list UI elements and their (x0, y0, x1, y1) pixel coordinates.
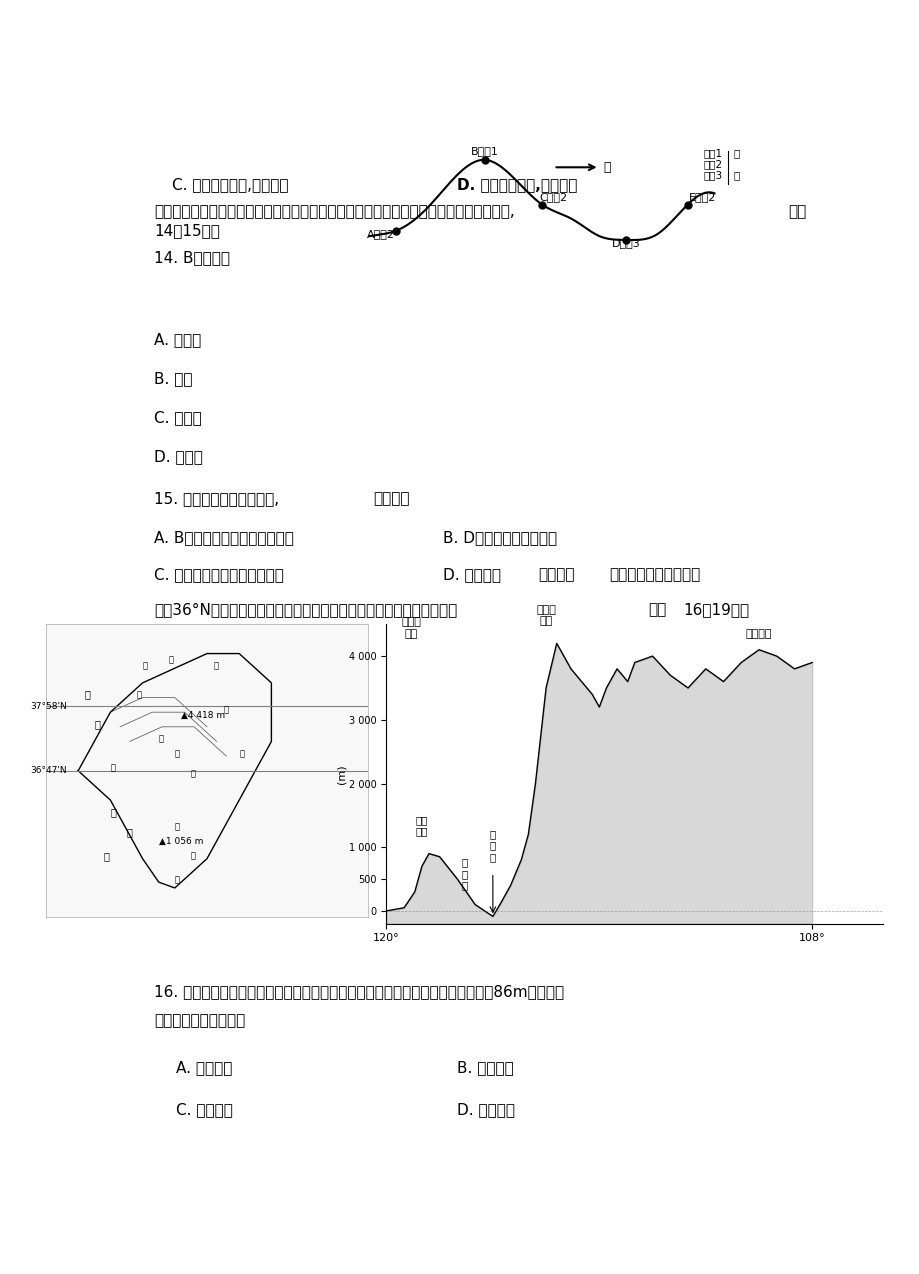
Text: 完成: 完成 (648, 603, 666, 618)
Text: 谷: 谷 (175, 749, 179, 758)
Text: 14～15题。: 14～15题。 (154, 223, 220, 238)
Text: 山: 山 (110, 764, 115, 773)
Text: 化石3: 化石3 (702, 171, 721, 181)
Text: 老: 老 (733, 171, 739, 181)
Text: A化石2: A化石2 (367, 229, 394, 240)
Text: 海岸
山脉: 海岸 山脉 (415, 815, 427, 837)
Text: 落基山脉: 落基山脉 (745, 629, 771, 640)
Text: C化石2: C化石2 (539, 192, 567, 201)
Text: 太: 太 (110, 806, 116, 817)
Text: 华: 华 (168, 655, 173, 664)
Text: 内华山
山脉: 内华山 山脉 (536, 605, 555, 627)
Text: 读沿36°N附近穿过死亡谷的地形剖面图以及中央谷地局部水系分布图，: 读沿36°N附近穿过死亡谷的地形剖面图以及中央谷地局部水系分布图， (154, 603, 457, 618)
Text: 山: 山 (223, 706, 228, 715)
Text: 正确的是: 正确的是 (373, 490, 409, 506)
Text: 地: 地 (191, 852, 196, 861)
Text: 西方向的挤压作用而成: 西方向的挤压作用而成 (608, 567, 699, 582)
Text: 死
亡
谷: 死 亡 谷 (489, 829, 495, 862)
Text: 37°58'N: 37°58'N (30, 702, 66, 711)
Text: ▲4 418 m: ▲4 418 m (181, 711, 225, 720)
Text: 化石2: 化石2 (702, 159, 721, 169)
Text: 岸: 岸 (95, 719, 100, 729)
Text: 洋: 洋 (104, 851, 109, 861)
Text: 央: 央 (159, 735, 164, 744)
Text: E化石2: E化石2 (688, 192, 716, 201)
Text: C. 冰川侵蚀: C. 冰川侵蚀 (176, 1102, 233, 1117)
Text: 北: 北 (603, 161, 610, 173)
Text: 新: 新 (733, 148, 739, 158)
Text: B. 火山: B. 火山 (154, 371, 192, 386)
Text: 平: 平 (127, 827, 132, 837)
Text: C. 该地岩层主要由岩浆岩构成: C. 该地岩层主要由岩浆岩构成 (154, 567, 284, 582)
Text: A. B处地下采煤易发生瓦斯爆炸: A. B处地下采煤易发生瓦斯爆炸 (154, 530, 294, 545)
Text: 内: 内 (142, 661, 147, 670)
Text: 完成: 完成 (788, 204, 805, 219)
Y-axis label: (m): (m) (335, 764, 346, 784)
Text: C. 背斜山: C. 背斜山 (154, 410, 202, 426)
Text: 化石1: 化石1 (702, 148, 721, 158)
Text: 亡谷的主要地质作用是: 亡谷的主要地质作用是 (154, 1014, 245, 1028)
Text: A. 断块山: A. 断块山 (154, 331, 201, 347)
Text: B. 流水侵蚀: B. 流水侵蚀 (457, 1061, 514, 1075)
Text: 构造受东: 构造受东 (538, 567, 574, 582)
Text: B. D处地下适合修建隧道: B. D处地下适合修建隧道 (443, 530, 557, 545)
Text: D. 断层下陷: D. 断层下陷 (457, 1102, 515, 1117)
Text: 36°47'N: 36°47'N (30, 766, 66, 776)
Text: 16. 死亡谷国家公园位于美国落基山脉和内华达山脉之间，最低点海拔低于海平面86m。形成死: 16. 死亡谷国家公园位于美国落基山脉和内华达山脉之间，最低点海拔低于海平面86… (154, 984, 563, 999)
Text: 中: 中 (136, 691, 141, 699)
Text: 14. B处地貌为: 14. B处地貌为 (154, 251, 230, 265)
Text: 达: 达 (213, 661, 218, 670)
Text: D化石3: D化石3 (611, 238, 640, 248)
Text: 15. 下列关于该区域的叙述,: 15. 下列关于该区域的叙述, (154, 490, 279, 506)
Text: ▲1 056 m: ▲1 056 m (159, 837, 203, 846)
Text: 地: 地 (191, 769, 196, 778)
Text: 太
平
洋: 太 平 洋 (460, 857, 467, 891)
Text: 内华山
山脉: 内华山 山脉 (401, 618, 421, 640)
Text: 海: 海 (85, 689, 90, 699)
Text: 山: 山 (175, 823, 179, 832)
Text: 脉: 脉 (239, 749, 244, 758)
Text: 16～19题。: 16～19题。 (683, 603, 749, 618)
Text: 某地煤炭资源丰富，该地中学生在考察古生物化石的过程中绘制了一地形剖面图。读图,: 某地煤炭资源丰富，该地中学生在考察古生物化石的过程中绘制了一地形剖面图。读图, (154, 204, 515, 219)
Text: 脉: 脉 (175, 875, 179, 884)
Text: A. 风力侵蚀: A. 风力侵蚀 (176, 1061, 232, 1075)
Text: B化石1: B化石1 (471, 147, 498, 157)
Text: D. 该处地质: D. 该处地质 (443, 567, 501, 582)
Text: D. 吸收太阳辐射,增加地温: D. 吸收太阳辐射,增加地温 (457, 177, 577, 192)
Text: C. 反射太阳辐射,降低地温: C. 反射太阳辐射,降低地温 (172, 177, 289, 192)
Text: D. 向斜山: D. 向斜山 (154, 450, 203, 465)
